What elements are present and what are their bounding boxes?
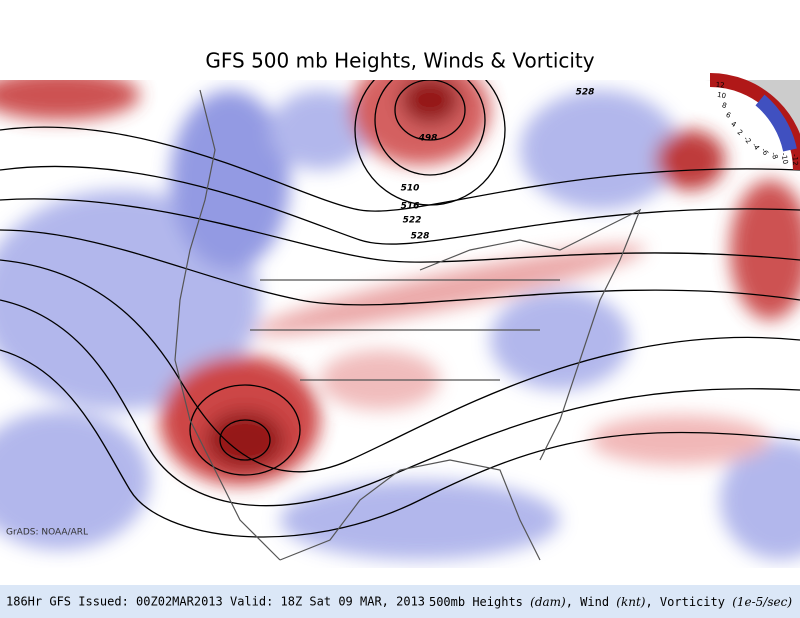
legend-label: 12 bbox=[715, 81, 724, 90]
height-contours bbox=[0, 80, 800, 538]
contour-label: 522 bbox=[403, 216, 422, 226]
legend-label: 10 bbox=[716, 91, 726, 101]
legend-label: -6 bbox=[759, 147, 770, 157]
legend-label: 2 bbox=[736, 128, 745, 137]
coastlines bbox=[174, 89, 642, 561]
legend-label: -10 bbox=[779, 152, 789, 165]
footer-right-part: (knt) bbox=[616, 595, 646, 609]
legend-label: 4 bbox=[729, 120, 738, 129]
footer-right-part: (1e-5/sec) bbox=[732, 595, 792, 609]
legend-label: -2 bbox=[742, 135, 753, 146]
footer-right-part: , Vorticity bbox=[645, 595, 732, 609]
legend-label: -12 bbox=[790, 154, 799, 166]
contour-label: 516 bbox=[401, 202, 420, 212]
legend-label: -4 bbox=[750, 141, 761, 152]
contour-label: 498 bbox=[418, 134, 438, 144]
contour-label: 528 bbox=[576, 88, 595, 98]
contour-label: 510 bbox=[401, 184, 420, 194]
footer-band bbox=[0, 585, 800, 618]
map bbox=[0, 80, 800, 568]
credit: GrADS: NOAA/ARL bbox=[6, 528, 88, 538]
contour-label: 528 bbox=[411, 232, 430, 242]
footer-right-part: , Wind bbox=[566, 595, 617, 609]
title: GFS 500 mb Heights, Winds & Vorticity bbox=[205, 49, 594, 73]
legend-label: -8 bbox=[769, 151, 779, 160]
footer-right: 500mb Heights (dam), Wind (knt), Vortici… bbox=[429, 595, 792, 609]
legend-label: 6 bbox=[724, 111, 732, 120]
footer-right-part: 500mb Heights bbox=[429, 595, 530, 609]
legend-label: 8 bbox=[721, 101, 728, 110]
footer-left: 186Hr GFS Issued: 00Z02MAR2013 Valid: 18… bbox=[6, 595, 425, 609]
footer-right-part: (dam) bbox=[530, 595, 566, 609]
